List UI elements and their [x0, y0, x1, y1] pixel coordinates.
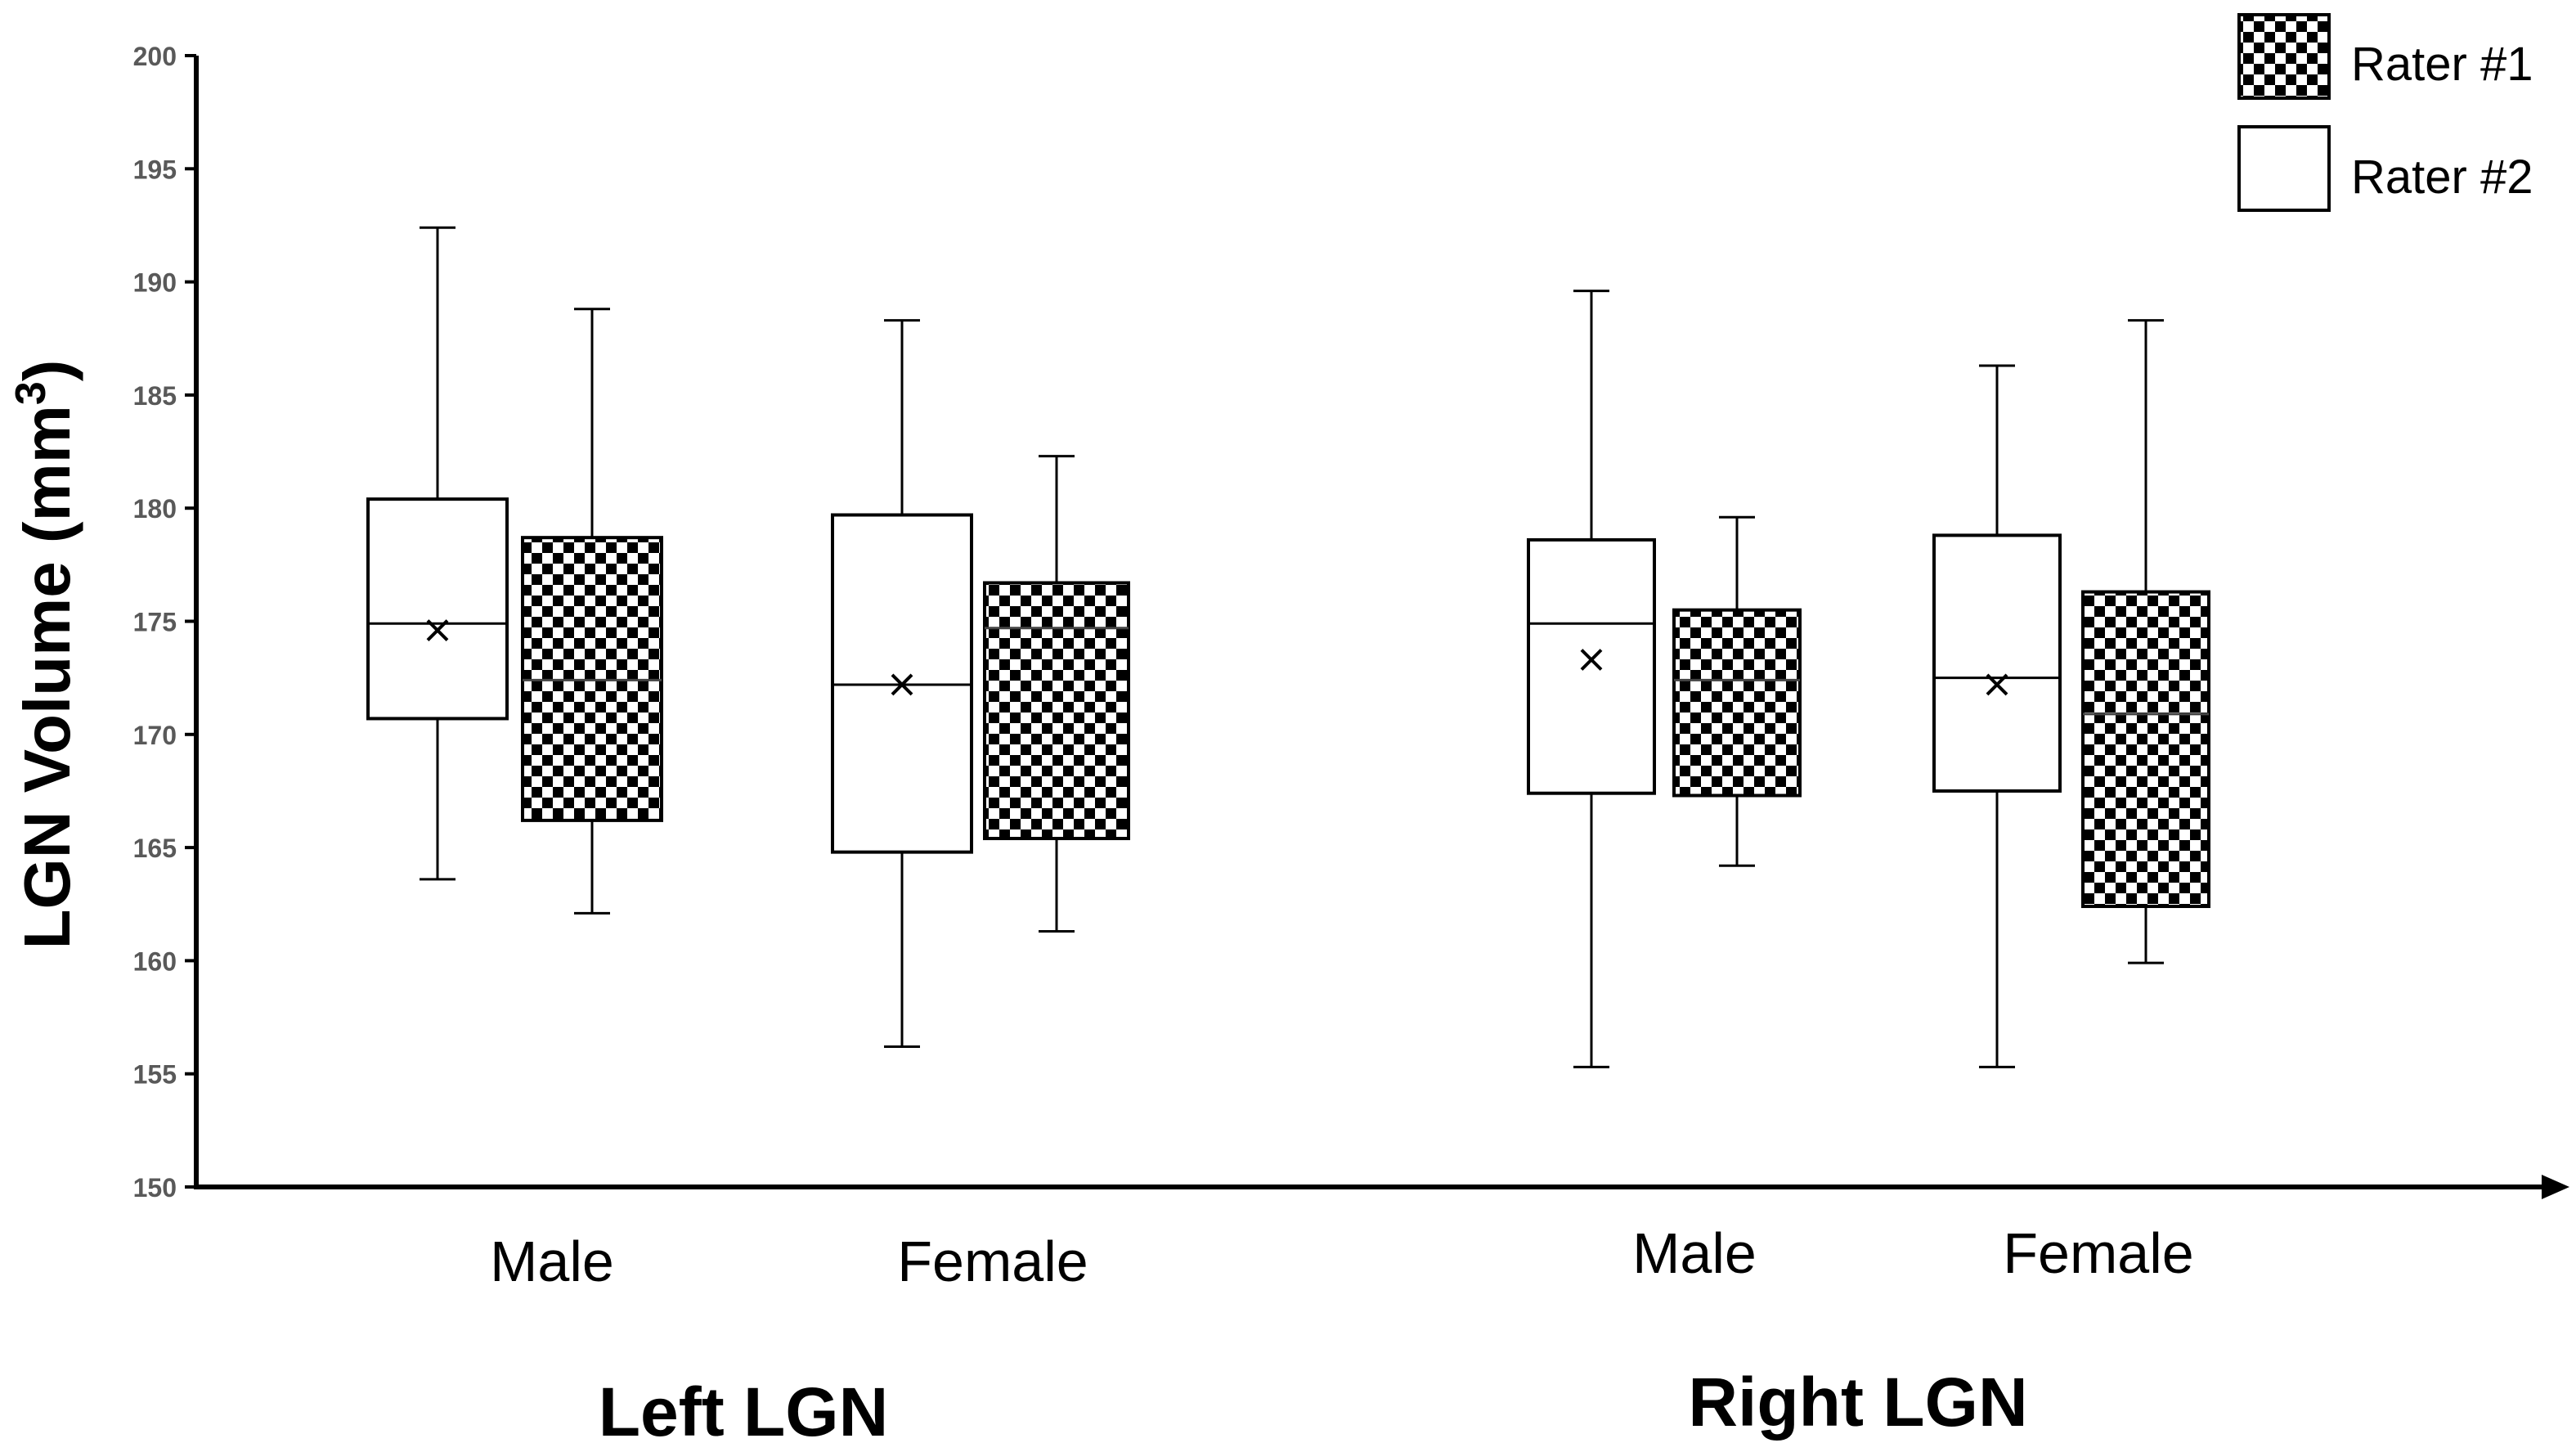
- box-left-lgn-male-rater-1: [521, 308, 663, 915]
- legend-label-rater-1: Rater #1: [2351, 38, 2533, 91]
- mean-marker-stroke-b: [426, 619, 449, 641]
- box-iqr: [1527, 537, 1656, 795]
- box-left-lgn-female-rater-1: [983, 455, 1130, 933]
- x-axis-arrowhead: [2542, 1175, 2569, 1199]
- y-tick-label-170: 170: [133, 721, 177, 750]
- mean-marker: [1986, 673, 2008, 696]
- box-right-lgn-female-rater-2: [1932, 364, 2062, 1068]
- category-label-left-male: Male: [490, 1229, 614, 1293]
- box-left-lgn-female-rater-2: [831, 319, 973, 1049]
- y-tick-label-160: 160: [133, 946, 177, 976]
- y-tick-label-200: 200: [133, 42, 177, 71]
- legend: Rater #1 Rater #2: [2237, 13, 2533, 212]
- boxes: [366, 226, 2210, 1068]
- y-tick-label-180: 180: [133, 494, 177, 524]
- y-tick-label-190: 190: [133, 268, 177, 298]
- legend-label-rater-2: Rater #2: [2351, 151, 2533, 204]
- axes: [194, 56, 2569, 1199]
- y-tick-label-155: 155: [133, 1060, 177, 1090]
- group-labels: Left LGN Right LGN: [599, 1364, 2028, 1450]
- category-label-left-female: Female: [897, 1229, 1088, 1293]
- box-iqr: [983, 581, 1130, 841]
- legend-swatch-rater-1: [2237, 13, 2331, 100]
- box-right-lgn-female-rater-1: [2081, 319, 2210, 964]
- box-iqr: [366, 497, 509, 721]
- y-tick-label-175: 175: [133, 608, 177, 637]
- group-label-right-lgn: Right LGN: [1688, 1364, 2027, 1441]
- box-left-lgn-male-rater-2: [366, 226, 509, 881]
- mean-marker: [1580, 649, 1603, 671]
- y-axis-label: LGN Volume (mm3): [7, 360, 83, 950]
- box-right-lgn-male-rater-1: [1672, 515, 1802, 867]
- group-label-left-lgn: Left LGN: [599, 1373, 889, 1450]
- legend-swatch-rater-2: [2237, 125, 2331, 212]
- y-tick-label-150: 150: [133, 1173, 177, 1203]
- box-iqr: [1672, 608, 1802, 798]
- category-label-right-male: Male: [1632, 1221, 1757, 1285]
- mean-marker: [891, 673, 913, 696]
- box-iqr: [2081, 590, 2210, 909]
- mean-marker: [426, 619, 449, 641]
- box-right-lgn-male-rater-2: [1527, 290, 1656, 1068]
- mean-marker-stroke-b: [1986, 673, 2008, 696]
- mean-marker-stroke-b: [891, 673, 913, 696]
- y-tick-label-185: 185: [133, 381, 177, 411]
- category-label-right-female: Female: [2003, 1221, 2193, 1285]
- box-iqr: [1932, 533, 2062, 793]
- y-tick-label-195: 195: [133, 155, 177, 184]
- y-axis-ticks: 150 155 160 165 170 175 180 185 190 195 200: [133, 42, 196, 1203]
- category-labels: Male Female Male Female: [490, 1221, 2194, 1293]
- mean-marker-stroke-b: [1580, 649, 1603, 671]
- y-tick-label-165: 165: [133, 834, 177, 863]
